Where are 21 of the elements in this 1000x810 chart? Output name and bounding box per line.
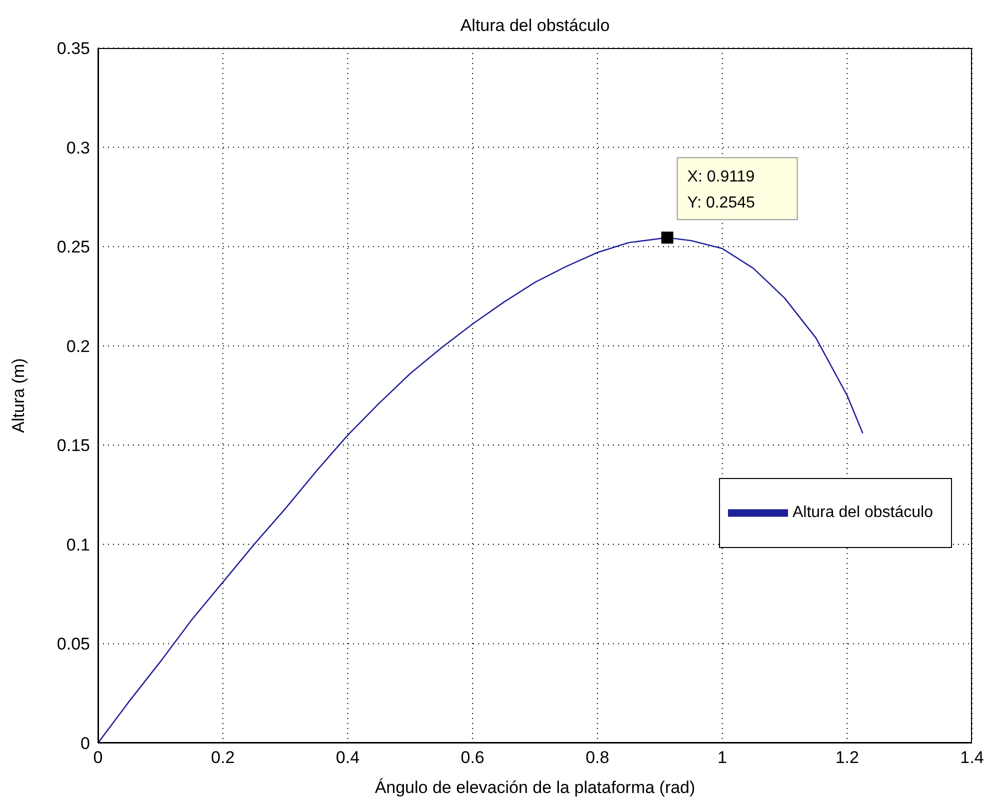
x-tick-label: 0.8 xyxy=(586,748,610,768)
x-tick-label: 0 xyxy=(93,748,103,768)
y-tick-label: 0.2 xyxy=(66,336,90,356)
x-tick-label: 1.2 xyxy=(835,748,859,768)
y-tick-label: 0.3 xyxy=(66,138,90,158)
y-tick-label: 0.1 xyxy=(66,535,90,554)
x-axis-title: Ángulo de elevación de la plataforma (rad) xyxy=(374,778,696,797)
x-tick-label: 1.4 xyxy=(960,748,984,768)
legend-label: Altura del obstáculo xyxy=(792,504,933,522)
y-tick-label: 0.05 xyxy=(56,634,90,654)
annotation: X: 0.9119 Y: 0.2545 xyxy=(687,168,756,212)
y-tick-label: 0.15 xyxy=(56,436,90,456)
x-tick-label: 0.2 xyxy=(211,748,235,768)
chart-title: Altura del obstáculo xyxy=(459,16,611,36)
y-tick-label: 0 xyxy=(80,734,90,754)
x-tick-label: 0.4 xyxy=(336,748,360,768)
y-tick-label: 0.25 xyxy=(56,238,90,257)
x-tick-label: 1 xyxy=(718,748,728,768)
y-axis-title: Altura (m) xyxy=(9,358,28,433)
x-tick-label: 0.6 xyxy=(460,748,484,768)
y-tick-label: 0.35 xyxy=(56,39,90,58)
